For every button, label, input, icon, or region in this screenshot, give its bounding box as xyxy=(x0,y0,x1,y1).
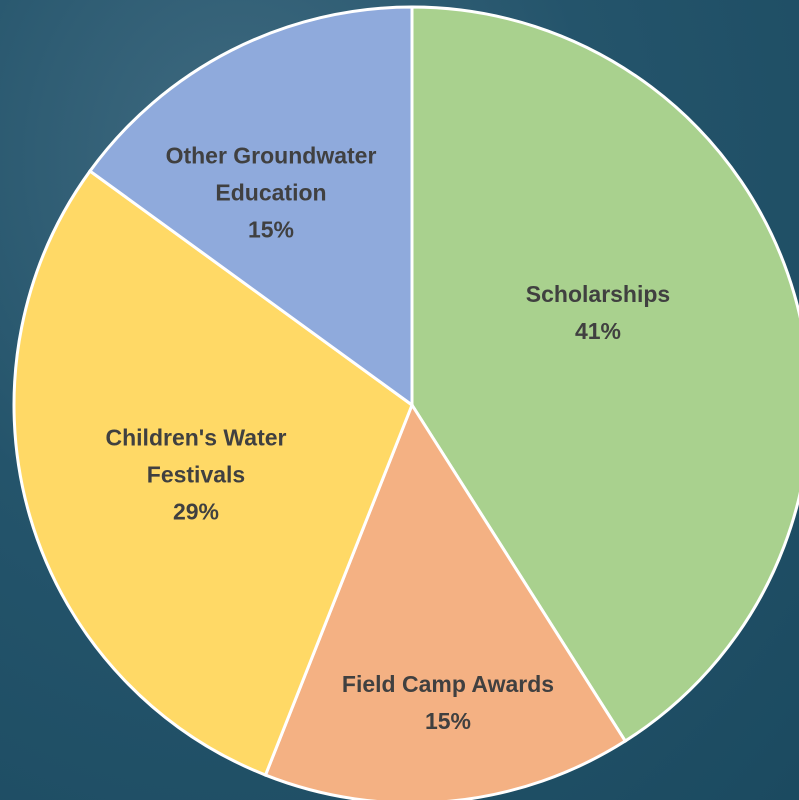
value-label: 41% xyxy=(468,313,728,350)
category-label: Scholarships xyxy=(468,276,728,313)
category-label: Children's Water Festivals xyxy=(81,420,311,494)
category-label: Field Camp Awards xyxy=(288,666,608,703)
page: Scholarships41%Field Camp Awards15%Child… xyxy=(0,0,799,800)
value-label: 29% xyxy=(81,494,311,531)
value-label: 15% xyxy=(136,212,406,249)
category-label: Other Groundwater Education xyxy=(136,138,406,212)
value-label: 15% xyxy=(288,703,608,740)
